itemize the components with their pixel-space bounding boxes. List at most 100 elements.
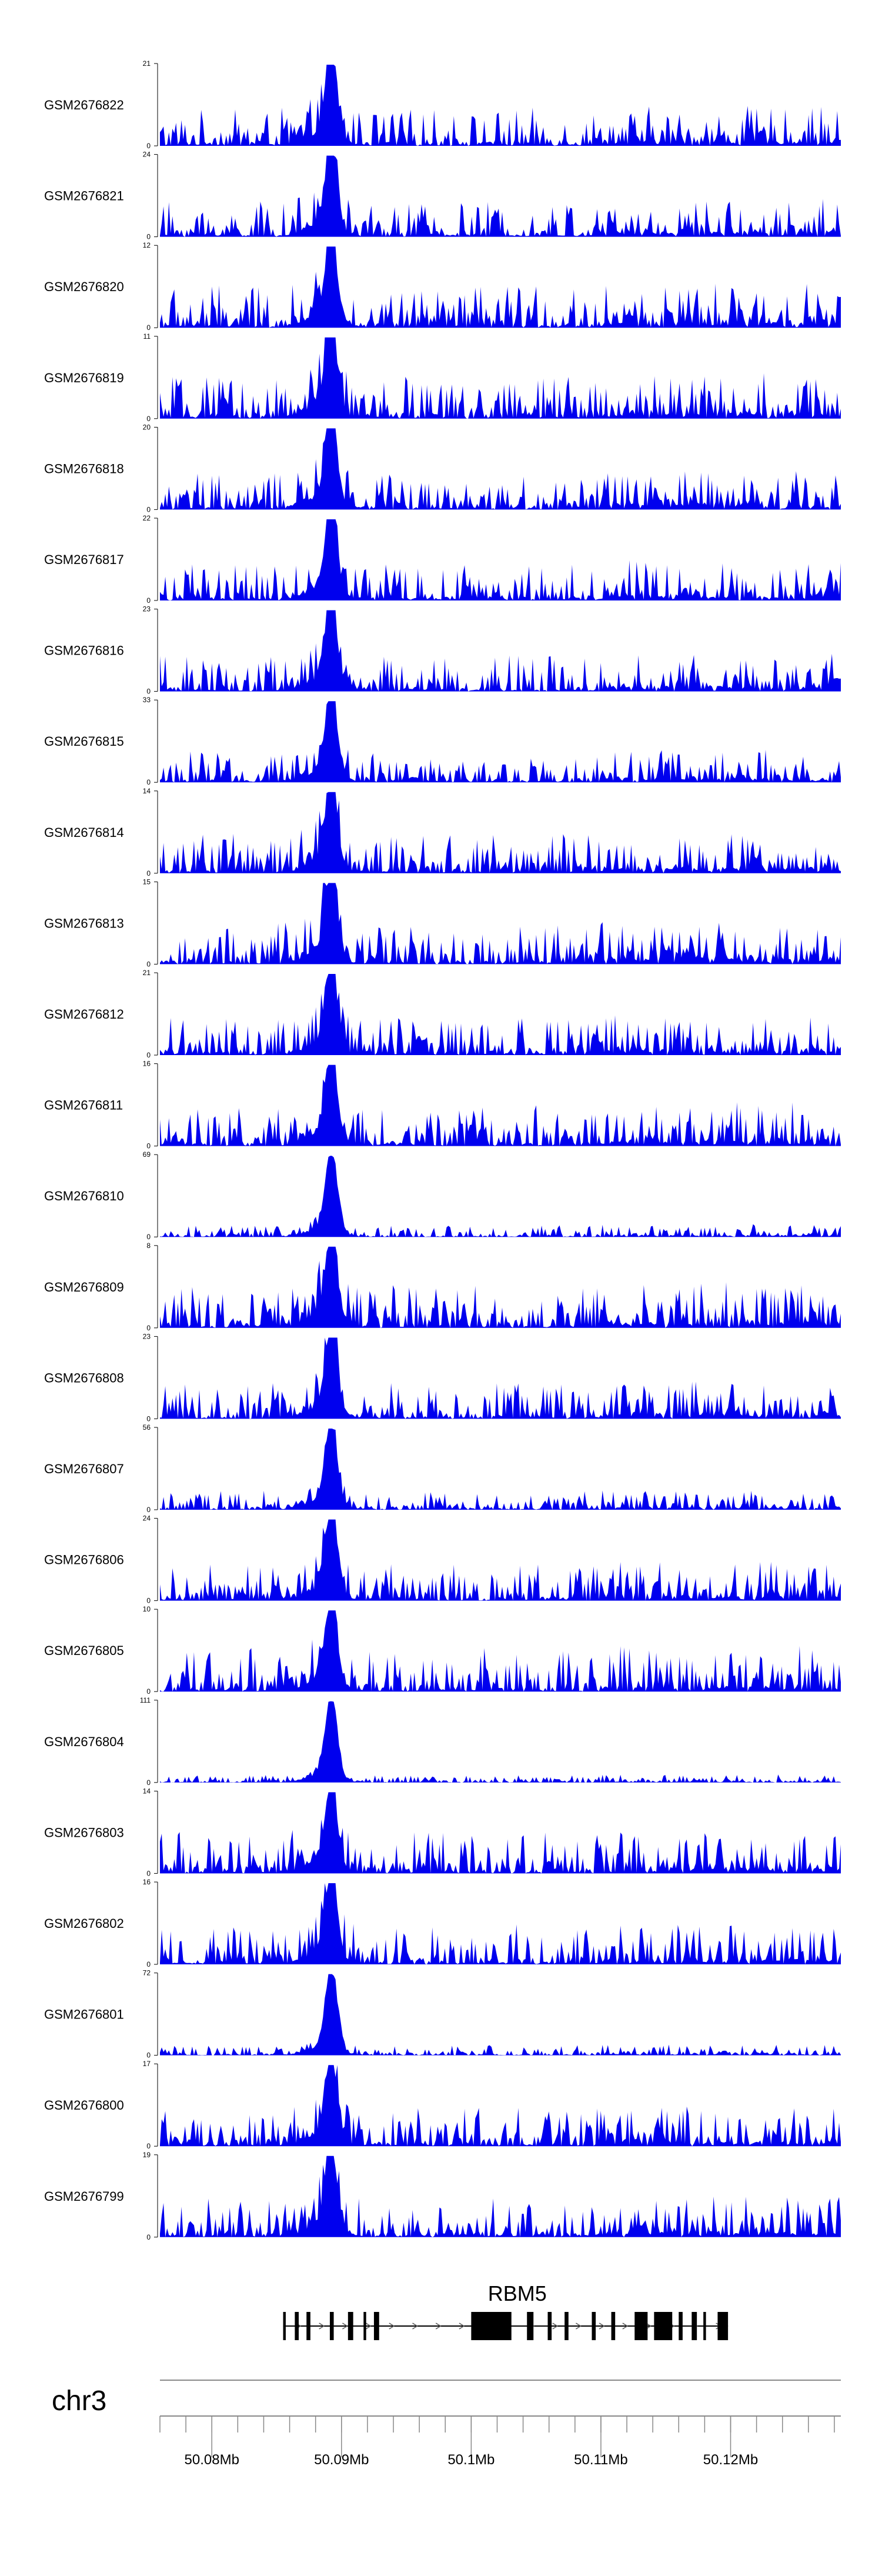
y-min-label: 0: [146, 505, 151, 513]
y-min-label: 0: [146, 2233, 151, 2241]
track-GSM2676822: GSM2676822 21 0: [44, 59, 841, 150]
exon: [691, 2312, 697, 2340]
y-max-label: 17: [143, 2060, 151, 2068]
coverage-area: [160, 337, 841, 419]
y-max-label: 15: [143, 877, 151, 886]
y-max-label: 21: [143, 59, 151, 68]
chromosome-label: chr3: [52, 2385, 106, 2417]
track-label: GSM2676821: [44, 189, 124, 203]
coverage-area: [160, 1974, 841, 2056]
track-label: GSM2676813: [44, 916, 124, 930]
y-max-label: 33: [143, 696, 151, 704]
gene-track: RBM5: [283, 2281, 729, 2340]
track-GSM2676814: GSM2676814 14 0: [44, 787, 841, 877]
y-max-label: 16: [143, 1060, 151, 1068]
track-GSM2676806: GSM2676806 24 0: [44, 1514, 841, 1605]
y-max-label: 10: [143, 1605, 151, 1613]
track-GSM2676803: GSM2676803 14 0: [44, 1787, 841, 1877]
y-max-label: 12: [143, 241, 151, 249]
y-max-label: 56: [143, 1423, 151, 1432]
y-max-label: 24: [143, 1514, 151, 1523]
track-GSM2676816: GSM2676816 23 0: [44, 605, 841, 696]
coverage-area: [160, 2155, 841, 2237]
y-max-label: 20: [143, 423, 151, 431]
coverage-area: [160, 1610, 841, 1692]
exon: [283, 2312, 286, 2340]
track-GSM2676809: GSM2676809 8 0: [44, 1242, 841, 1332]
track-label: GSM2676807: [44, 1461, 124, 1476]
track-GSM2676813: GSM2676813 15 0: [44, 877, 841, 968]
y-min-label: 0: [146, 1414, 151, 1423]
strand-arrow: [342, 2323, 348, 2330]
track-label: GSM2676816: [44, 643, 124, 658]
exon: [306, 2312, 310, 2340]
y-min-label: 0: [146, 233, 151, 241]
track-label: GSM2676804: [44, 1734, 124, 1749]
y-max-label: 24: [143, 151, 151, 159]
y-max-label: 19: [143, 2151, 151, 2159]
axis-tick-label: 50.09Mb: [314, 2452, 369, 2468]
track-label: GSM2676818: [44, 461, 124, 476]
exon: [717, 2312, 729, 2340]
y-min-label: 0: [146, 323, 151, 332]
track-label: GSM2676806: [44, 1553, 124, 1567]
y-max-label: 69: [143, 1150, 151, 1159]
y-min-label: 0: [146, 960, 151, 968]
y-min-label: 0: [146, 1597, 151, 1605]
track-label: GSM2676822: [44, 98, 124, 112]
strand-arrow: [365, 2323, 372, 2330]
y-min-label: 0: [146, 2142, 151, 2150]
track-label: GSM2676805: [44, 1643, 124, 1658]
track-GSM2676819: GSM2676819 11 0: [44, 332, 841, 423]
y-min-label: 0: [146, 1051, 151, 1059]
coverage-area: [160, 1792, 841, 1874]
strand-arrow: [389, 2323, 395, 2330]
axis-tick-label: 50.08Mb: [185, 2452, 239, 2468]
coverage-area: [160, 701, 841, 783]
y-max-label: 8: [146, 1242, 151, 1250]
track-GSM2676807: GSM2676807 56 0: [44, 1423, 841, 1514]
track-label: GSM2676808: [44, 1370, 124, 1385]
coverage-area: [160, 519, 841, 600]
y-min-label: 0: [146, 142, 151, 150]
coverage-area: [160, 1156, 841, 1237]
coverage-area: [160, 2065, 841, 2147]
coverage-area: [160, 1429, 841, 1510]
y-max-label: 23: [143, 605, 151, 613]
y-min-label: 0: [146, 1324, 151, 1332]
track-label: GSM2676814: [44, 825, 124, 840]
coverage-area: [160, 1519, 841, 1601]
track-GSM2676815: GSM2676815 33 0: [44, 696, 841, 786]
coverage-area: [160, 1883, 841, 1964]
y-min-label: 0: [146, 1687, 151, 1696]
exon: [547, 2312, 552, 2340]
exon: [329, 2312, 334, 2340]
strand-arrow: [459, 2323, 465, 2330]
y-min-label: 0: [146, 688, 151, 696]
track-GSM2676802: GSM2676802 16 0: [44, 1878, 841, 1968]
y-min-label: 0: [146, 596, 151, 605]
coverage-area: [160, 610, 841, 692]
coverage-area: [160, 428, 841, 510]
coverage-area: [160, 1337, 841, 1419]
strand-arrow: [622, 2323, 629, 2330]
track-GSM2676820: GSM2676820 12 0: [44, 241, 841, 332]
coverage-area: [160, 155, 841, 237]
y-min-label: 0: [146, 1869, 151, 1877]
strand-arrow: [319, 2323, 325, 2330]
track-GSM2676801: GSM2676801 72 0: [44, 1969, 841, 2060]
exon: [611, 2312, 616, 2340]
chromosome-ideogram: chr3: [52, 2380, 841, 2417]
coverage-tracks: GSM2676822210GSM2676821240GSM2676820120G…: [44, 59, 841, 2241]
y-min-label: 0: [146, 1778, 151, 1787]
y-max-label: 16: [143, 1878, 151, 1886]
exon: [471, 2312, 512, 2340]
axis-tick-label: 50.12Mb: [703, 2452, 758, 2468]
strand-arrow: [412, 2323, 418, 2330]
y-max-label: 22: [143, 514, 151, 522]
strand-arrow: [599, 2323, 605, 2330]
coverage-area: [160, 65, 841, 146]
coverage-area: [160, 883, 841, 965]
strand-arrow: [552, 2323, 559, 2330]
coverage-area: [160, 1246, 841, 1328]
